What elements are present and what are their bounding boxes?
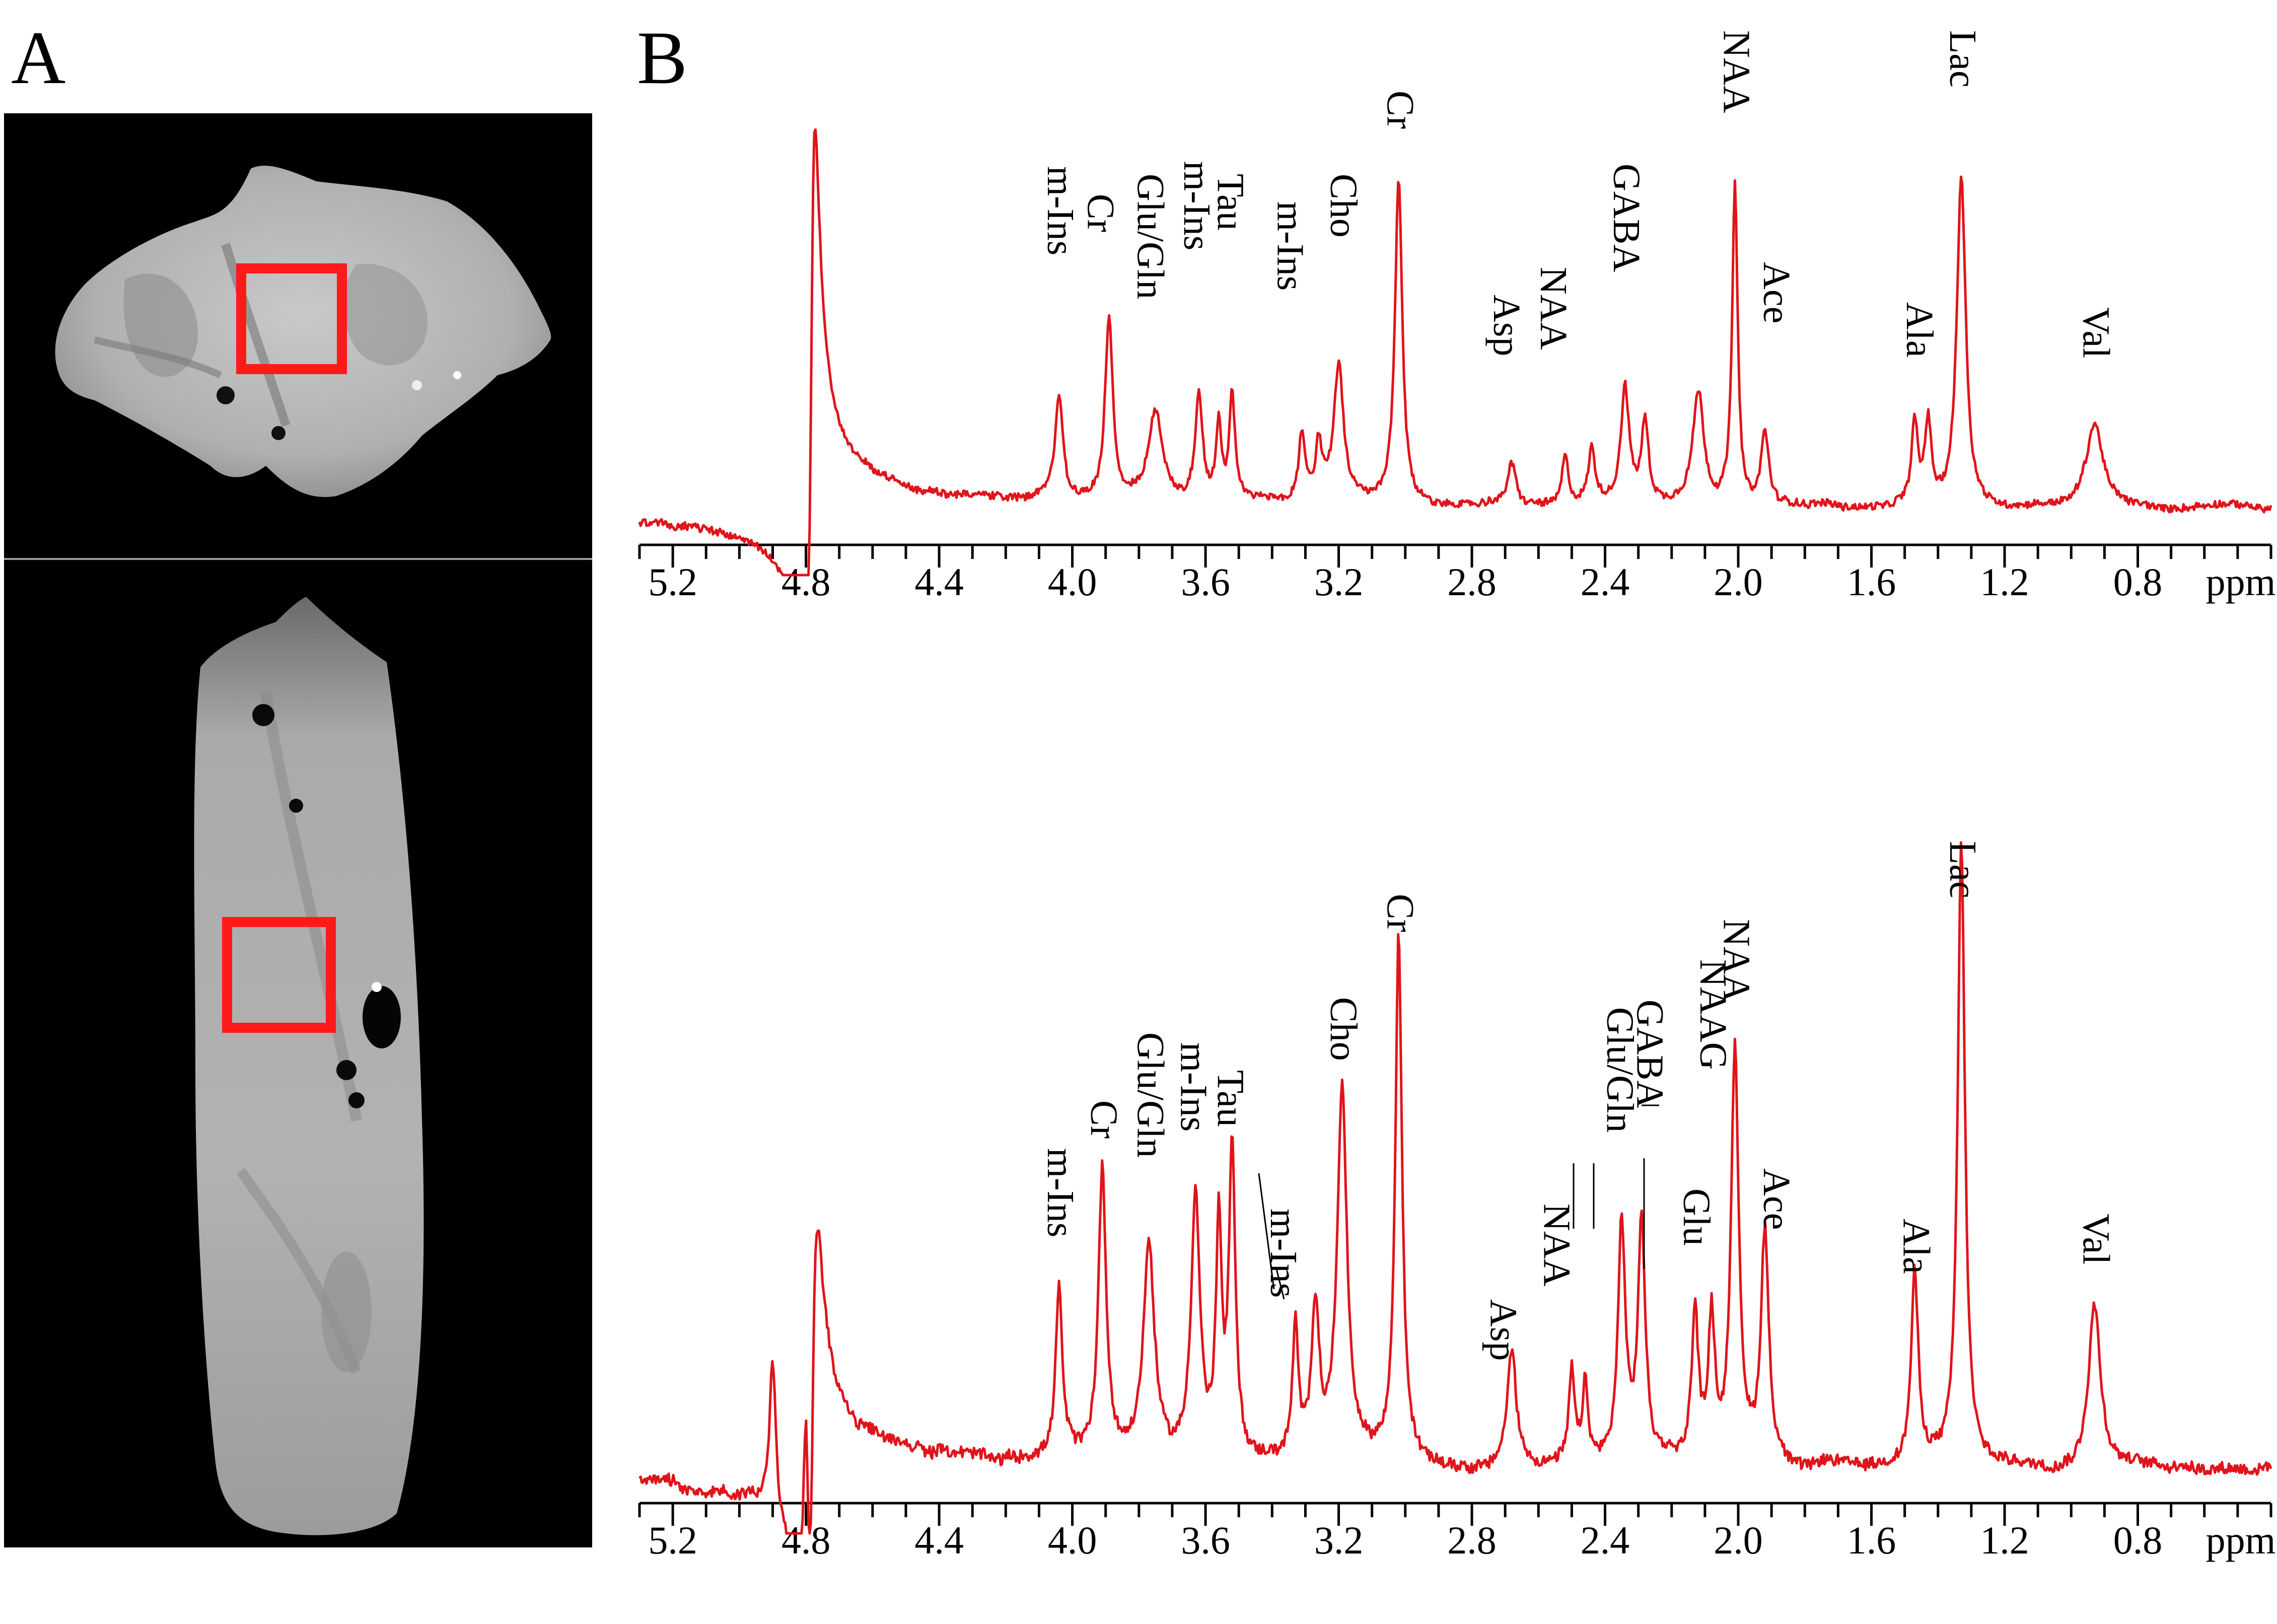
x-tick-label: 2.4 bbox=[1581, 1518, 1630, 1562]
peak-annotation: Cr bbox=[1379, 894, 1421, 932]
x-tick-label: 5.2 bbox=[648, 560, 697, 604]
peak-annotation: Tau bbox=[1209, 1070, 1251, 1127]
peak-annotation: NAA bbox=[1535, 1204, 1578, 1287]
peak-annotation: Ace bbox=[1755, 1168, 1798, 1230]
peak-annotation: Glu/Gln bbox=[1129, 174, 1172, 299]
peak-annotation: Val bbox=[2075, 307, 2117, 358]
peak-annotation: Cho bbox=[1322, 174, 1365, 238]
peak-annotation: Lac bbox=[1942, 30, 1984, 88]
peak-annotation: Glu/Gln bbox=[1129, 1032, 1172, 1158]
spectrum-panel-2: 5.2 4.8 4.4 4.0 3.6 3.2 2.8 2.4 2.0 1.6 1.2 0.8 ppm m… bbox=[638, 841, 2276, 1562]
peak-annotation: Tau bbox=[1209, 174, 1251, 231]
x-tick-label: 4.8 bbox=[781, 560, 831, 604]
leader-line bbox=[1275, 1268, 1285, 1300]
peak-annotation: Cr bbox=[1083, 1100, 1125, 1139]
x-tick-label: 2.8 bbox=[1447, 560, 1497, 604]
panel-label-a: A bbox=[11, 16, 66, 100]
peak-annotation: GABA bbox=[1605, 164, 1648, 272]
x-tick-label: 3.2 bbox=[1314, 560, 1364, 604]
x-tick-label: 3.2 bbox=[1314, 1518, 1364, 1562]
peak-annotation: Val bbox=[2075, 1214, 2117, 1264]
x-tick-label: 1.2 bbox=[1980, 560, 2029, 604]
x-tick-label: 4.0 bbox=[1048, 1518, 1097, 1562]
x-axis-label: ppm bbox=[2206, 1518, 2276, 1562]
peak-annotation: Lac bbox=[1942, 841, 1984, 898]
x-tick-label: 2.4 bbox=[1581, 560, 1630, 604]
x-tick-label: 3.6 bbox=[1181, 560, 1230, 604]
mri-slices bbox=[4, 166, 592, 1535]
peak-annotation: NAA bbox=[1715, 30, 1757, 113]
x-tick-label: 4.4 bbox=[914, 1518, 964, 1562]
annotation-leaders bbox=[1258, 1104, 1659, 1300]
x-tick-label: 1.6 bbox=[1847, 560, 1896, 604]
x-tick-label: 1.6 bbox=[1847, 1518, 1896, 1562]
x-tick-label: 2.0 bbox=[1714, 560, 1763, 604]
peak-annotation: Ala bbox=[1895, 1219, 1938, 1274]
x-axis-label: ppm bbox=[2206, 560, 2276, 604]
roi-box-top bbox=[236, 263, 347, 374]
peak-annotation: m-Ins bbox=[1269, 201, 1311, 291]
peak-annotation: m-Ins bbox=[1039, 166, 1082, 255]
peak-annotation: m-Ins bbox=[1173, 1042, 1215, 1132]
peak-annotation: NAA bbox=[1715, 919, 1757, 1002]
x-tick-label: 2.0 bbox=[1714, 1518, 1763, 1562]
x-tick-label: 3.6 bbox=[1181, 1518, 1230, 1562]
x-tick-label: 1.2 bbox=[1980, 1518, 2029, 1562]
x-tick-label: 2.8 bbox=[1447, 1518, 1497, 1562]
peak-annotation: Asp bbox=[1485, 295, 1528, 356]
peak-annotation: Glu/Gln bbox=[1599, 1007, 1641, 1133]
x-tick-label: 4.0 bbox=[1048, 560, 1097, 604]
peak-annotation: Ace bbox=[1755, 262, 1798, 323]
roi-box-bottom bbox=[222, 917, 336, 1033]
mri-image-panel bbox=[4, 113, 592, 1547]
leader-line bbox=[1258, 1173, 1275, 1290]
x-tick-label: 5.2 bbox=[648, 1518, 697, 1562]
panel-label-b: B bbox=[637, 16, 688, 100]
peak-annotation: m-Ins bbox=[1176, 161, 1218, 250]
x-tick-label: 0.8 bbox=[2113, 1518, 2163, 1562]
peak-annotation: Asp bbox=[1482, 1299, 1525, 1361]
peak-annotation: NAA bbox=[1532, 267, 1575, 350]
peak-annotation: Cho bbox=[1322, 997, 1365, 1061]
peak-annotation: GABA bbox=[1629, 1000, 1671, 1108]
spectrum-trace bbox=[638, 841, 2272, 1535]
spectrum-trace bbox=[638, 128, 2272, 577]
peak-annotation: Ala bbox=[1898, 302, 1941, 358]
peak-annotation: NAAG bbox=[1692, 959, 1734, 1070]
spectrum-panel-1: 5.2 4.8 4.4 4.0 3.6 3.2 2.8 2.4 2.0 1.6 1.2 0.8 ppm m… bbox=[638, 30, 2276, 604]
x-tick-label: 0.8 bbox=[2113, 560, 2163, 604]
slice-divider bbox=[4, 558, 592, 560]
x-tick-label: 4.4 bbox=[914, 560, 964, 604]
peak-annotation: Cr bbox=[1080, 194, 1122, 232]
peak-annotation: Glu bbox=[1675, 1188, 1718, 1246]
peak-annotation: m-Ins bbox=[1039, 1148, 1082, 1237]
mri-coronal-slice bbox=[55, 166, 551, 497]
x-tick-label: 4.8 bbox=[781, 1518, 831, 1562]
peak-annotation: Cr bbox=[1379, 91, 1421, 129]
